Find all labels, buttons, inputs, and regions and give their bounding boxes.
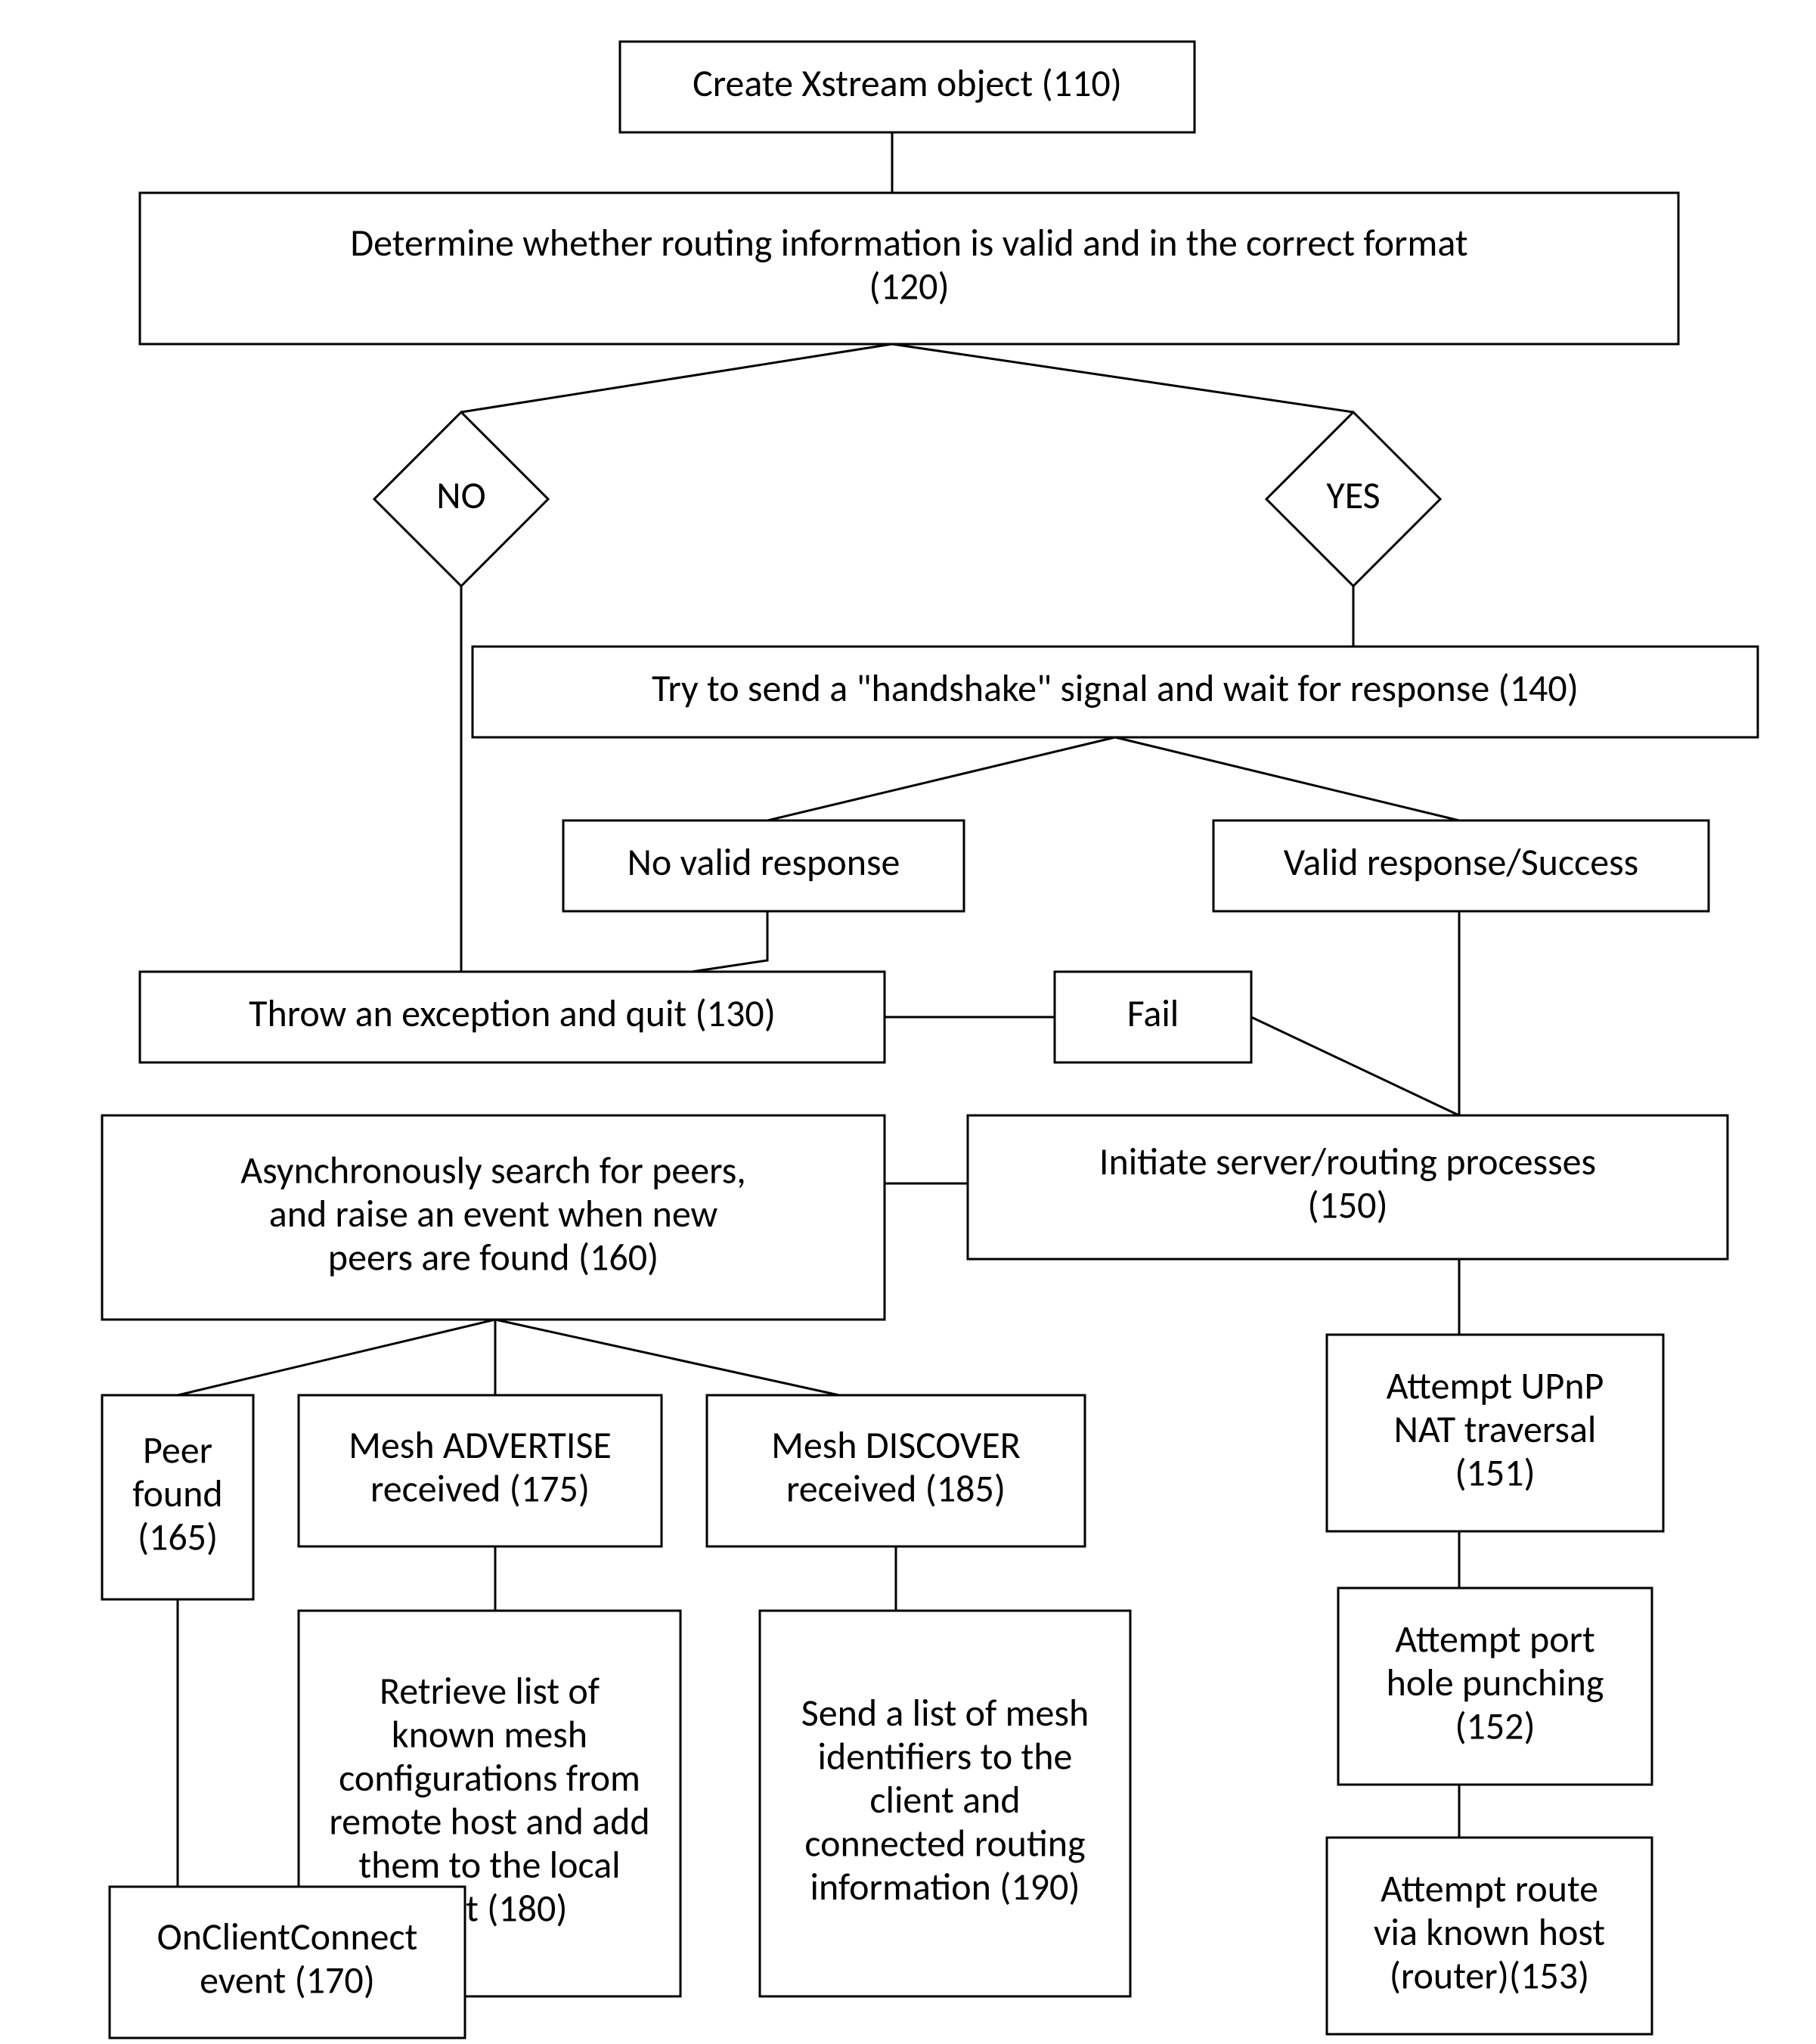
- node-label: Attempt UPnP: [1387, 1363, 1604, 1409]
- node-nFail: Fail: [1055, 972, 1251, 1062]
- node-label: (120): [869, 264, 949, 310]
- node-label: (router)(153): [1390, 1953, 1589, 1999]
- node-label: Mesh ADVERTISE: [349, 1422, 612, 1469]
- node-label: Fail: [1127, 991, 1179, 1037]
- node-label: hole punching: [1387, 1660, 1604, 1706]
- edge: [461, 344, 892, 412]
- node-label: information (190): [810, 1864, 1080, 1910]
- edge: [1251, 1017, 1459, 1115]
- node-label: Create Xstream object (110): [693, 60, 1122, 107]
- node-label: NAT traversal: [1394, 1407, 1597, 1453]
- node-label: Send a list of mesh: [801, 1690, 1089, 1736]
- node-label: Initiate server/routing processes: [1099, 1139, 1596, 1185]
- node-label: Attempt route: [1381, 1866, 1598, 1912]
- edge: [495, 1320, 839, 1395]
- node-n130: Throw an exception and quit (130): [140, 972, 885, 1062]
- node-label: Try to send a "handshake" signal and wai…: [652, 665, 1579, 712]
- node-label: via known host: [1374, 1909, 1605, 1956]
- edge: [892, 344, 1353, 412]
- node-label: identifiers to the: [818, 1733, 1073, 1779]
- node-label: and raise an event when new: [269, 1191, 718, 1237]
- node-n153: Attempt routevia known host(router)(153): [1327, 1838, 1652, 2034]
- edge: [692, 911, 767, 972]
- node-label: Asynchronously search for peers,: [240, 1147, 746, 1193]
- node-label: NO: [436, 473, 485, 519]
- node-n165: Peerfound(165): [102, 1395, 253, 1599]
- node-label: client and: [869, 1777, 1020, 1823]
- node-label: event (170): [200, 1958, 375, 2004]
- node-label: received (185): [786, 1466, 1006, 1512]
- node-n150: Initiate server/routing processes(150): [968, 1115, 1728, 1259]
- node-label: configurations from: [339, 1755, 640, 1801]
- node-n190: Send a list of meshidentifiers to thecli…: [760, 1611, 1130, 1996]
- node-label: connected routing: [804, 1820, 1085, 1866]
- node-nValid: Valid response/Success: [1213, 820, 1709, 911]
- node-label: OnClientConnect: [157, 1914, 418, 1960]
- node-label: Retrieve list of: [380, 1668, 600, 1714]
- node-nNoValid: No valid response: [563, 820, 964, 911]
- node-label: known mesh: [392, 1712, 587, 1758]
- edge: [178, 1320, 495, 1395]
- node-label: YES: [1326, 473, 1380, 519]
- node-label: Mesh DISCOVER: [771, 1422, 1021, 1469]
- node-label: (152): [1455, 1703, 1535, 1749]
- node-label: Valid response/Success: [1284, 839, 1638, 886]
- node-label: No valid response: [628, 839, 900, 886]
- node-label: Peer: [143, 1427, 212, 1473]
- node-n160: Asynchronously search for peers,and rais…: [102, 1115, 885, 1320]
- node-dNO: NO: [374, 412, 548, 586]
- node-label: them to the local: [358, 1842, 620, 1888]
- node-n185: Mesh DISCOVERreceived (185): [707, 1395, 1085, 1546]
- node-label: peers are found (160): [328, 1234, 659, 1280]
- node-n170: OnClientConnectevent (170): [110, 1887, 465, 2038]
- node-n110: Create Xstream object (110): [620, 42, 1195, 132]
- node-label: Throw an exception and quit (130): [249, 991, 776, 1037]
- node-n151: Attempt UPnPNAT traversal(151): [1327, 1335, 1663, 1531]
- node-label: (165): [138, 1514, 218, 1560]
- node-label: received (175): [370, 1466, 590, 1512]
- edge: [1115, 737, 1459, 820]
- node-label: (150): [1307, 1183, 1387, 1229]
- nodes: Create Xstream object (110) Determine whe…: [102, 42, 1758, 2038]
- node-dYES: YES: [1266, 412, 1440, 586]
- flowchart: Create Xstream object (110) Determine whe…: [0, 0, 1816, 2044]
- node-label: Determine whether routing information is…: [350, 220, 1467, 266]
- edge: [767, 737, 1115, 820]
- node-label: (151): [1455, 1450, 1535, 1496]
- node-n152: Attempt porthole punching(152): [1338, 1588, 1652, 1785]
- node-n120: Determine whether routing information is…: [140, 193, 1678, 344]
- node-n175: Mesh ADVERTISEreceived (175): [299, 1395, 662, 1546]
- node-label: Attempt port: [1395, 1616, 1595, 1662]
- node-label: found: [132, 1471, 222, 1517]
- node-label: remote host and add: [329, 1799, 649, 1845]
- node-n140: Try to send a "handshake" signal and wai…: [473, 647, 1758, 737]
